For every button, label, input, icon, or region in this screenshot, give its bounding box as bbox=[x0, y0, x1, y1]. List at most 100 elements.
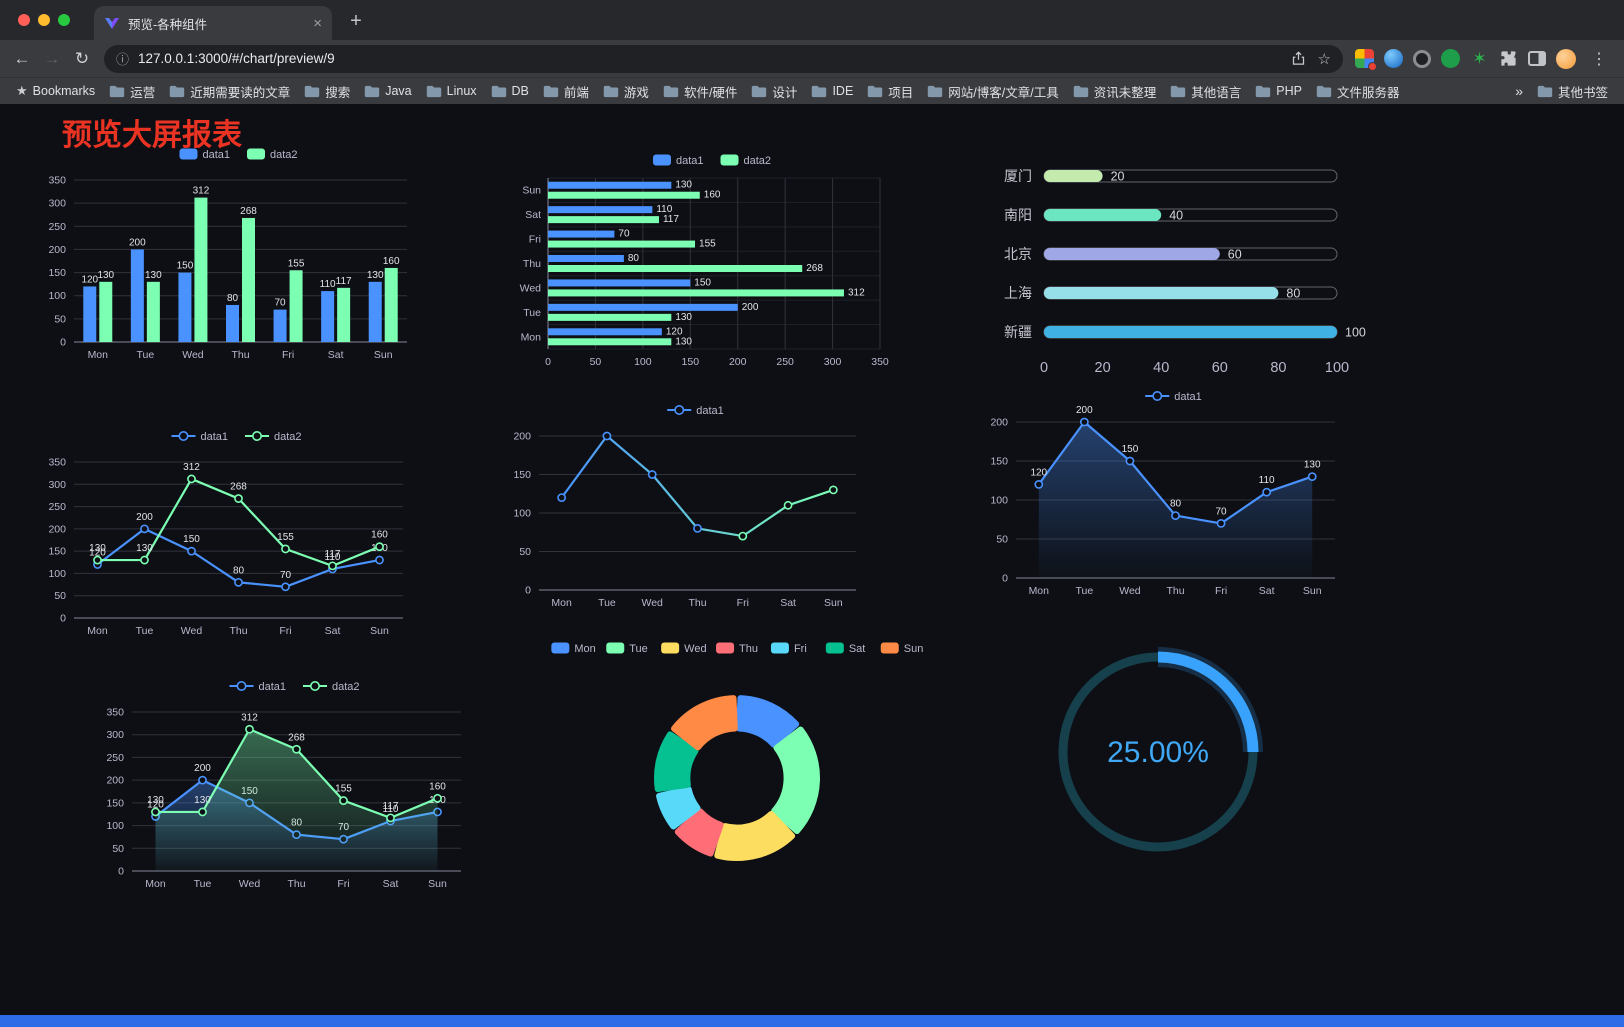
bookmark-label: 文件服务器 bbox=[1336, 85, 1400, 100]
bookmark-label: 软件/硬件 bbox=[683, 85, 738, 100]
svg-text:Mon: Mon bbox=[551, 597, 572, 609]
bookmark-folder-item[interactable]: 前端 bbox=[537, 79, 595, 104]
svg-text:Fri: Fri bbox=[279, 625, 291, 637]
chart-donut[interactable]: Mon Tue Wed Thu Fri Sat Sun bbox=[542, 632, 932, 880]
forward-icon[interactable]: → bbox=[43, 48, 61, 68]
chart-line-two-series[interactable]: 0 50 100 150 200 250 300 350 Mon Tue Wed Thu Fri Sat S… bbox=[30, 422, 415, 654]
extensions-puzzle-icon[interactable] bbox=[1499, 49, 1518, 68]
svg-text:150: 150 bbox=[106, 797, 124, 809]
svg-text:200: 200 bbox=[129, 237, 146, 248]
bookmark-folder-item[interactable]: 运营 bbox=[103, 79, 161, 104]
svg-text:200: 200 bbox=[1076, 405, 1093, 416]
profile-avatar[interactable] bbox=[1556, 48, 1576, 69]
bookmark-folder-list: 运营 近期需要读的文章 搜索 Java Linux DB 前端 游戏 软件/硬件 设计 IDE 项目 网… bbox=[103, 79, 1405, 104]
browser-menu-icon[interactable]: ⋮ bbox=[1591, 50, 1607, 68]
other-bookmarks-label: 其他书签 bbox=[1557, 85, 1608, 100]
svg-text:150: 150 bbox=[682, 356, 700, 368]
bookmark-label: 项目 bbox=[888, 85, 914, 100]
svg-text:Mon: Mon bbox=[87, 625, 108, 637]
chart-gauge[interactable]: 25.00% bbox=[1028, 632, 1288, 872]
window-minimize-button[interactable] bbox=[38, 14, 50, 26]
browser-tab[interactable]: 预览-各种组件 × bbox=[94, 6, 332, 40]
chart-capsule-progress[interactable]: 厦门 20 南阳 40 北京 60 上海 80 新疆 100 0 20 40 60 80 100 bbox=[980, 152, 1383, 402]
tab-favicon bbox=[105, 18, 119, 29]
svg-text:0: 0 bbox=[60, 613, 66, 625]
bookmark-star-icon[interactable]: ☆ bbox=[1317, 50, 1331, 68]
share-icon[interactable] bbox=[1291, 51, 1306, 66]
svg-text:117: 117 bbox=[336, 276, 352, 287]
bookmark-folder-item[interactable]: PHP bbox=[1249, 81, 1308, 101]
chart-line-area-two[interactable]: 0 50 100 150 200 250 300 350 Mon Tue Wed Thu Fri Sat S… bbox=[88, 672, 473, 907]
window-zoom-button[interactable] bbox=[58, 14, 70, 26]
chart-area-single[interactable]: 0 50 100 150 200 Mon Tue Wed Thu Fri Sat Sun 120 200 1… bbox=[972, 382, 1347, 614]
bookmark-folder-item[interactable]: 搜索 bbox=[298, 79, 356, 104]
svg-text:80: 80 bbox=[1170, 499, 1182, 510]
svg-text:268: 268 bbox=[230, 482, 247, 493]
svg-text:200: 200 bbox=[742, 302, 759, 313]
svg-text:250: 250 bbox=[48, 501, 66, 513]
svg-text:250: 250 bbox=[776, 356, 794, 368]
bookmark-folder-item[interactable]: 软件/硬件 bbox=[657, 79, 743, 104]
svg-text:150: 150 bbox=[183, 534, 200, 545]
bookmark-folder-item[interactable]: Linux bbox=[420, 81, 483, 101]
bookmark-folder-item[interactable]: 网站/博客/文章/工具 bbox=[921, 79, 1064, 104]
chart-line-gradient[interactable]: 0 50 100 150 200 Mon Tue Wed Thu Fri Sat Sun data1 bbox=[495, 396, 868, 626]
bookmark-folder-item[interactable]: DB bbox=[485, 81, 535, 101]
svg-text:data2: data2 bbox=[274, 431, 302, 443]
svg-text:200: 200 bbox=[990, 417, 1008, 429]
bookmark-label: 搜索 bbox=[325, 85, 351, 100]
svg-text:Thu: Thu bbox=[688, 597, 706, 609]
reload-icon[interactable]: ↻ bbox=[74, 48, 90, 68]
svg-text:80: 80 bbox=[227, 293, 239, 304]
site-info-icon[interactable]: ⓘ bbox=[116, 52, 130, 67]
other-bookmarks-item[interactable]: 其他书签 bbox=[1531, 79, 1614, 104]
svg-text:312: 312 bbox=[848, 287, 865, 298]
bookmark-label: 资讯未整理 bbox=[1093, 85, 1157, 100]
extension-icon-star[interactable]: ✶ bbox=[1472, 48, 1487, 68]
bookmark-folder-item[interactable]: Java bbox=[358, 81, 417, 101]
folder-icon bbox=[1171, 85, 1186, 97]
svg-text:100: 100 bbox=[106, 820, 124, 832]
bookmark-folder-item[interactable]: 资讯未整理 bbox=[1067, 79, 1163, 104]
svg-text:南阳: 南阳 bbox=[1004, 207, 1032, 223]
svg-text:Mon: Mon bbox=[521, 331, 542, 343]
folder-icon bbox=[1256, 85, 1271, 97]
bookmark-folder-item[interactable]: 游戏 bbox=[597, 79, 655, 104]
extension-icon-ring[interactable] bbox=[1413, 49, 1431, 68]
svg-text:Tue: Tue bbox=[629, 643, 648, 655]
svg-text:100: 100 bbox=[990, 495, 1008, 507]
bookmarks-overflow-chevron[interactable]: » bbox=[1515, 83, 1523, 99]
extension-icon-blue[interactable] bbox=[1384, 49, 1403, 68]
extension-icon-green[interactable] bbox=[1441, 49, 1460, 68]
bookmark-folder-item[interactable]: 项目 bbox=[861, 79, 919, 104]
chart-bar-vertical[interactable]: 0 50 100 150 200 250 300 350 Mon Tue Wed Thu Fri Sat S… bbox=[30, 140, 415, 378]
bookmark-folder-item[interactable]: IDE bbox=[805, 81, 859, 101]
svg-text:250: 250 bbox=[48, 221, 66, 233]
address-bar[interactable]: ⓘ 127.0.0.1:3000/#/chart/preview/9 ☆ bbox=[104, 44, 1343, 73]
svg-text:60: 60 bbox=[1228, 248, 1242, 262]
bookmark-folder-item[interactable]: 设计 bbox=[745, 79, 803, 104]
bookmark-folder-item[interactable]: 文件服务器 bbox=[1310, 79, 1406, 104]
svg-text:data2: data2 bbox=[744, 155, 772, 167]
window-close-button[interactable] bbox=[18, 14, 30, 26]
svg-text:20: 20 bbox=[1111, 170, 1125, 184]
extension-icon-colorful[interactable] bbox=[1355, 49, 1377, 71]
new-tab-button[interactable]: + bbox=[350, 9, 362, 32]
url-text[interactable]: 127.0.0.1:3000/#/chart/preview/9 bbox=[138, 51, 335, 66]
svg-text:40: 40 bbox=[1169, 209, 1183, 223]
back-icon[interactable]: ← bbox=[13, 48, 31, 68]
tab-close-icon[interactable]: × bbox=[313, 14, 322, 32]
svg-text:268: 268 bbox=[288, 732, 305, 743]
bookmark-folder-item[interactable]: 其他语言 bbox=[1164, 79, 1247, 104]
svg-text:Thu: Thu bbox=[523, 258, 541, 270]
bookmarks-manager-item[interactable]: ★ Bookmarks bbox=[10, 80, 101, 102]
sidebar-toggle-icon[interactable] bbox=[1528, 51, 1546, 66]
svg-text:Thu: Thu bbox=[739, 643, 758, 655]
svg-text:Thu: Thu bbox=[287, 878, 305, 890]
svg-text:Sat: Sat bbox=[325, 625, 341, 637]
svg-text:data2: data2 bbox=[332, 681, 360, 693]
svg-text:25.00%: 25.00% bbox=[1107, 736, 1209, 769]
svg-text:100: 100 bbox=[1325, 360, 1349, 376]
bookmark-folder-item[interactable]: 近期需要读的文章 bbox=[163, 79, 296, 104]
